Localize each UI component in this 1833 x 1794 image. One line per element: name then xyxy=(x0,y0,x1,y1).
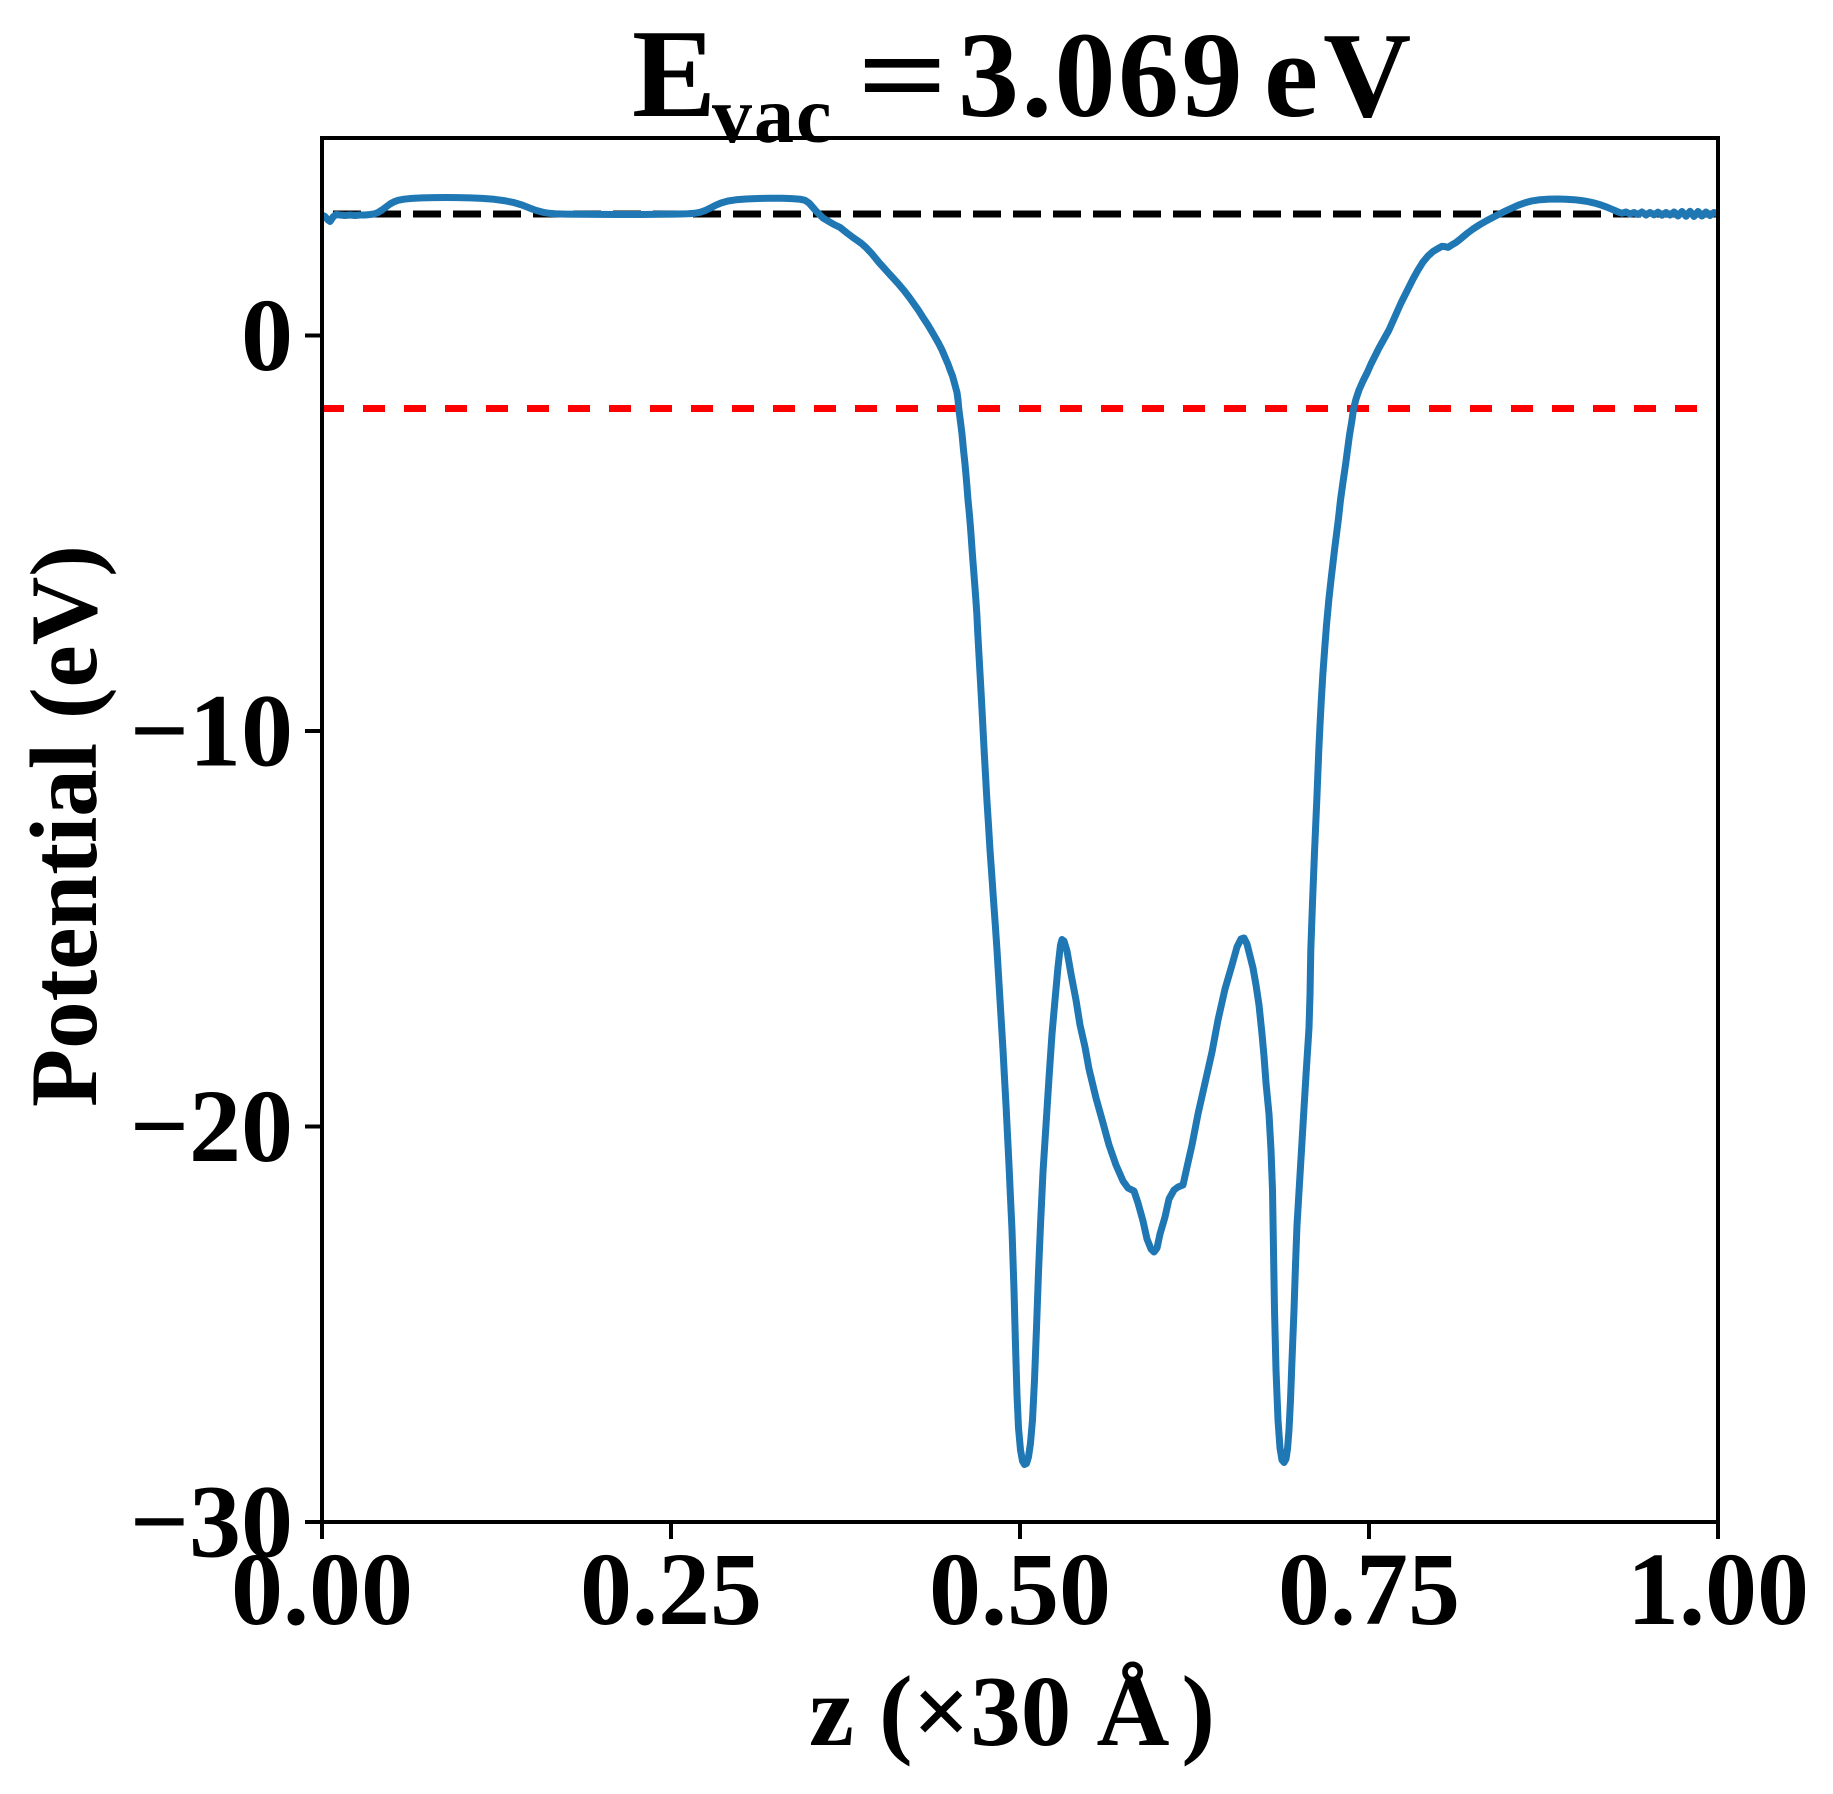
svg-text:=: = xyxy=(857,8,948,143)
svg-text:z (×30 Å): z (×30 Å) xyxy=(809,1655,1215,1767)
svg-text:Potential (eV): Potential (eV) xyxy=(11,545,117,1107)
svg-text:0: 0 xyxy=(241,278,293,393)
svg-text:vac: vac xyxy=(712,72,834,160)
svg-text:−10: −10 xyxy=(130,674,293,789)
svg-text:E: E xyxy=(632,5,716,144)
svg-text:eV: eV xyxy=(1264,8,1416,143)
svg-text:0.75: 0.75 xyxy=(1278,1532,1460,1647)
svg-text:0.50: 0.50 xyxy=(929,1532,1111,1647)
svg-text:0.25: 0.25 xyxy=(580,1532,762,1647)
svg-text:−20: −20 xyxy=(130,1069,293,1184)
svg-text:1.00: 1.00 xyxy=(1627,1532,1809,1647)
svg-text:−30: −30 xyxy=(130,1465,293,1580)
svg-text:0.00: 0.00 xyxy=(231,1532,413,1647)
svg-text:3.069: 3.069 xyxy=(958,8,1245,143)
